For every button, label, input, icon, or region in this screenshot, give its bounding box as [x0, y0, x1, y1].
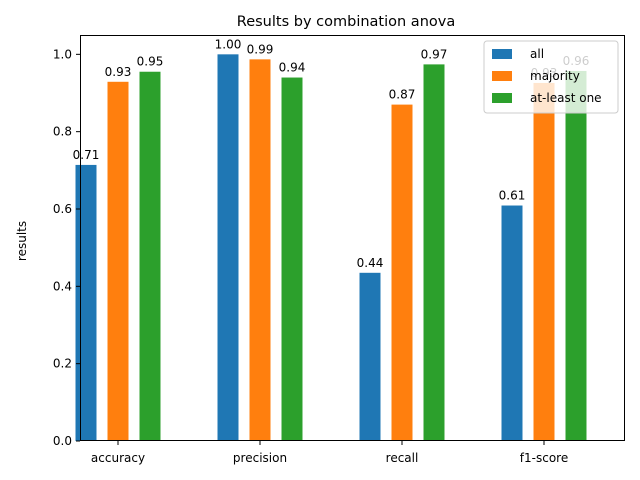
y-tick-label: 0.0 — [53, 434, 72, 448]
data-label: 0.71 — [73, 148, 100, 162]
bars-group — [75, 54, 587, 442]
y-tick-label: 0.6 — [53, 202, 72, 216]
data-label: 0.94 — [279, 61, 306, 75]
legend-swatch — [492, 71, 512, 81]
bar-f1-score-at-least-one — [565, 70, 587, 442]
y-tick-label: 0.2 — [53, 357, 72, 371]
bar-accuracy-at-least-one — [139, 71, 161, 441]
x-tick-label: recall — [386, 451, 419, 465]
data-label: 0.93 — [105, 65, 132, 79]
y-axis-label: results — [15, 221, 29, 261]
data-label: 0.87 — [389, 88, 416, 102]
y-tick-label: 0.4 — [53, 279, 72, 293]
bar-accuracy-majority — [107, 81, 129, 441]
data-label: 1.00 — [215, 37, 242, 51]
x-tick-label: f1-score — [520, 451, 568, 465]
data-label: 0.44 — [357, 256, 384, 270]
legend-label: majority — [530, 69, 580, 83]
bar-recall-at-least-one — [423, 64, 445, 442]
y-tick-label: 1.0 — [53, 47, 72, 61]
bar-precision-at-least-one — [281, 77, 303, 442]
data-label: 0.95 — [137, 55, 164, 69]
bar-precision-all — [217, 54, 239, 441]
bar-f1-score-all — [501, 205, 523, 441]
data-label: 0.61 — [499, 189, 526, 203]
legend-swatch — [492, 49, 512, 59]
plot-frame — [80, 35, 625, 441]
x-tick-label: precision — [233, 451, 287, 465]
chart-title: Results by combination anova — [237, 14, 455, 30]
data-label: 0.97 — [421, 47, 448, 61]
bar-accuracy-all — [75, 164, 97, 442]
legend-label: all — [530, 47, 544, 61]
legend-swatch — [492, 93, 512, 103]
bar-precision-majority — [249, 59, 271, 442]
y-tick-label: 0.8 — [53, 125, 72, 139]
bar-recall-all — [359, 272, 381, 441]
legend-box — [483, 40, 619, 114]
bar-recall-majority — [391, 104, 413, 441]
x-tick-label: accuracy — [91, 451, 145, 465]
axes-group: 0.0 0.2 0.4 0.6 0.8 1.0 accuracy precision recal… — [53, 35, 625, 465]
data-label: 0.99 — [247, 42, 274, 56]
legend-label: at-least one — [530, 91, 602, 105]
legend: all majority at-least one — [483, 40, 619, 114]
bar-f1-score-majority — [533, 82, 555, 442]
